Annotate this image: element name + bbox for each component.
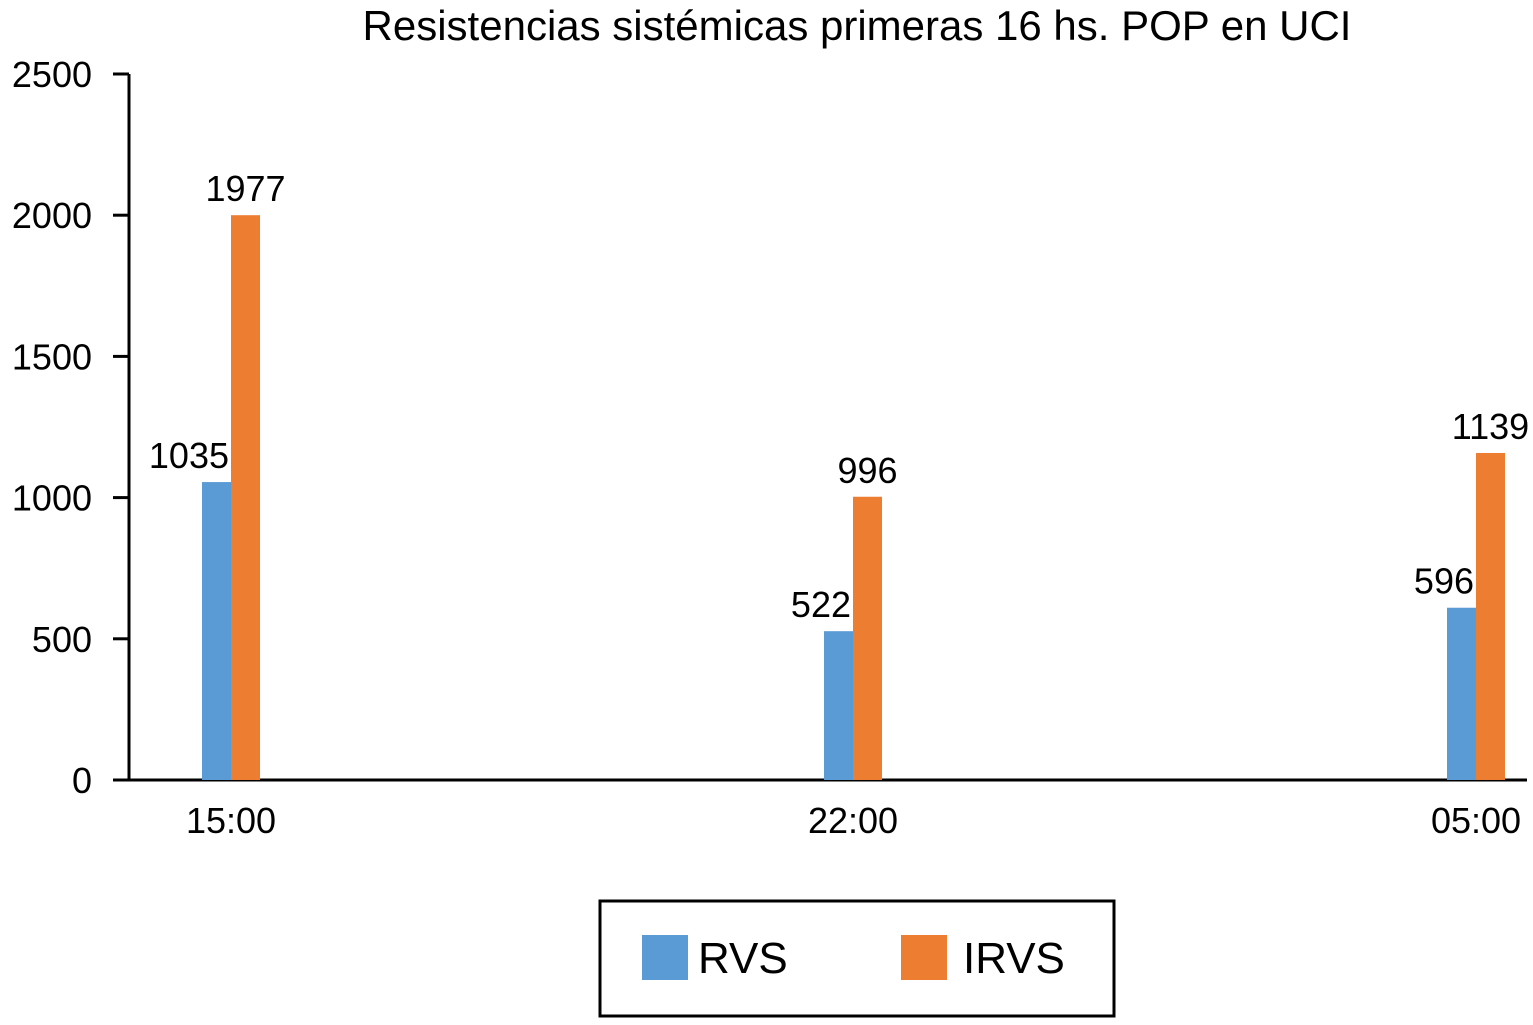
data-label-irvs: 996 <box>837 450 897 491</box>
y-tick-label: 500 <box>32 619 92 660</box>
bars <box>202 215 1505 780</box>
data-label-rvs: 522 <box>791 584 851 625</box>
y-tick-label: 2500 <box>12 54 92 95</box>
bar-rvs <box>1447 607 1476 780</box>
y-tick-label: 0 <box>72 760 92 801</box>
legend-label-rvs: RVS <box>698 934 788 983</box>
x-axis: 15:00 22:00 05:00 <box>113 778 1527 841</box>
y-tick-label: 1500 <box>12 336 92 377</box>
data-label-rvs: 596 <box>1414 561 1474 602</box>
y-tick-label: 1000 <box>12 478 92 519</box>
x-tick-label: 22:00 <box>808 800 898 841</box>
y-tick-label: 2000 <box>12 195 92 236</box>
bar-irvs <box>1476 452 1505 780</box>
x-tick-label: 05:00 <box>1431 800 1521 841</box>
bar-irvs <box>853 496 882 780</box>
data-label-irvs: 1977 <box>205 168 285 209</box>
bar-irvs <box>231 215 260 780</box>
bar-rvs <box>202 482 231 780</box>
data-labels: 1035 522 596 1977 996 1139 <box>149 168 1529 625</box>
legend-swatch-rvs <box>642 935 688 980</box>
data-label-rvs: 1035 <box>149 435 229 476</box>
y-axis: 0 500 1000 1500 2000 2500 <box>12 54 131 801</box>
data-label-irvs: 1139 <box>1452 406 1529 447</box>
legend: RVS IRVS <box>598 899 1116 1018</box>
legend-label-irvs: IRVS <box>963 934 1065 983</box>
chart-title: Resistencias sistémicas primeras 16 hs. … <box>363 2 1352 49</box>
bar-rvs <box>824 631 853 780</box>
legend-swatch-irvs <box>901 935 947 980</box>
x-tick-label: 15:00 <box>186 800 276 841</box>
